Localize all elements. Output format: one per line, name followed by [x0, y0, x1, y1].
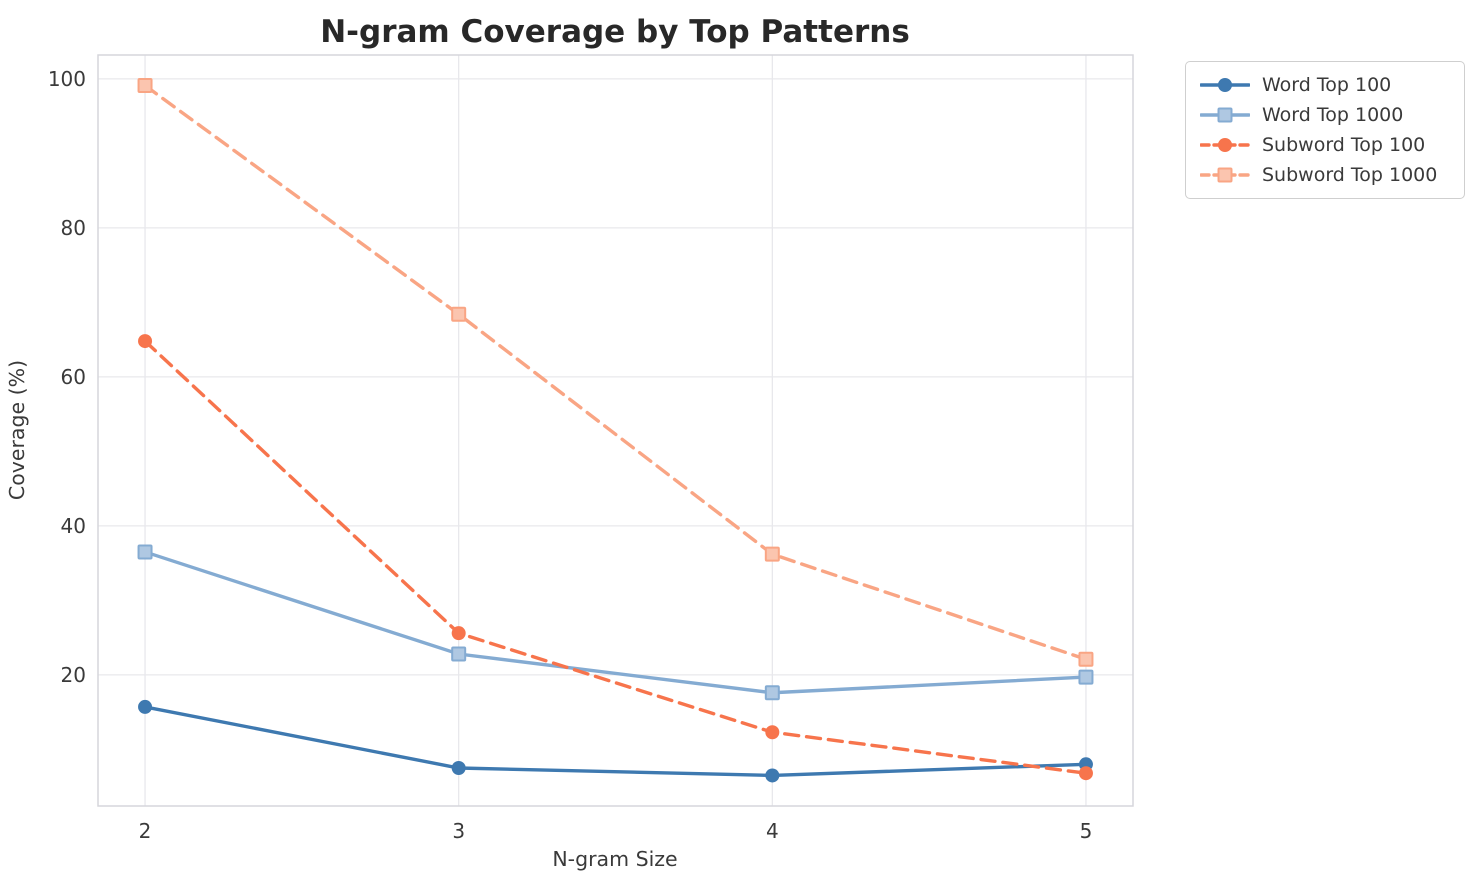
- legend: Word Top 100 Word Top 1000 Subword Top 100…: [1185, 61, 1465, 199]
- data-point-marker: [1217, 107, 1233, 123]
- data-point-marker: [451, 646, 467, 662]
- data-point-marker: [137, 78, 153, 94]
- chart-title: N-gram Coverage by Top Patterns: [320, 14, 910, 50]
- series-line: [143, 705, 1088, 778]
- legend-item-subword-top-100: Subword Top 100: [1200, 130, 1450, 160]
- square-marker-sample-icon: [1200, 107, 1250, 123]
- circle-marker-sample-icon: [1200, 78, 1250, 92]
- data-point-marker: [765, 725, 780, 740]
- data-point-marker: [138, 334, 153, 349]
- y-tick-label: 20: [61, 663, 86, 687]
- series-line: [143, 83, 1088, 661]
- data-point-marker: [451, 761, 466, 776]
- legend-item-subword-top-1000: Subword Top 1000: [1200, 160, 1450, 190]
- data-point-marker: [137, 544, 153, 560]
- data-point-marker: [1078, 766, 1093, 781]
- series-subword-top-1000: [137, 78, 1094, 667]
- series-line: [143, 339, 1088, 775]
- legend-label: Word Top 100: [1262, 74, 1392, 96]
- legend-item-word-top-100: Word Top 100: [1200, 70, 1450, 100]
- y-axis-label: Coverage (%): [5, 360, 29, 500]
- grid-layer: [98, 55, 1133, 806]
- data-point-marker: [765, 768, 780, 783]
- legend-label: Word Top 1000: [1262, 104, 1404, 126]
- data-point-marker: [138, 699, 153, 714]
- circle-marker-sample-icon: [1200, 138, 1250, 152]
- data-point-marker: [1078, 651, 1094, 667]
- data-point-marker: [1078, 669, 1094, 685]
- axes-frame: [97, 54, 1134, 807]
- data-point-marker: [1218, 78, 1232, 92]
- legend-item-word-top-1000: Word Top 1000: [1200, 100, 1450, 130]
- x-tick-label: 2: [139, 819, 152, 843]
- series-subword-top-100: [138, 334, 1093, 781]
- data-point-marker: [451, 306, 467, 322]
- legend-label: Subword Top 1000: [1262, 164, 1438, 186]
- data-point-marker: [1218, 138, 1232, 152]
- y-tick-label: 40: [61, 514, 86, 538]
- series-layer: [137, 78, 1094, 783]
- series-line: [143, 550, 1088, 695]
- legend-label: Subword Top 100: [1262, 134, 1426, 156]
- x-tick-label: 3: [452, 819, 465, 843]
- x-tick-label: 4: [766, 819, 779, 843]
- data-point-marker: [764, 546, 780, 562]
- series-word-top-1000: [137, 544, 1094, 701]
- x-tick-label: 5: [1080, 819, 1093, 843]
- data-point-marker: [1217, 167, 1233, 183]
- series-word-top-100: [138, 699, 1093, 783]
- y-tick-label: 80: [61, 216, 86, 240]
- tick-layer: 20 40 60 80 100 2 3 4 5: [48, 67, 1093, 843]
- y-tick-label: 60: [61, 365, 86, 389]
- y-tick-label: 100: [48, 67, 86, 91]
- data-point-marker: [764, 685, 780, 701]
- x-axis-label: N-gram Size: [552, 847, 677, 871]
- data-point-marker: [451, 626, 466, 641]
- square-marker-sample-icon: [1200, 167, 1250, 183]
